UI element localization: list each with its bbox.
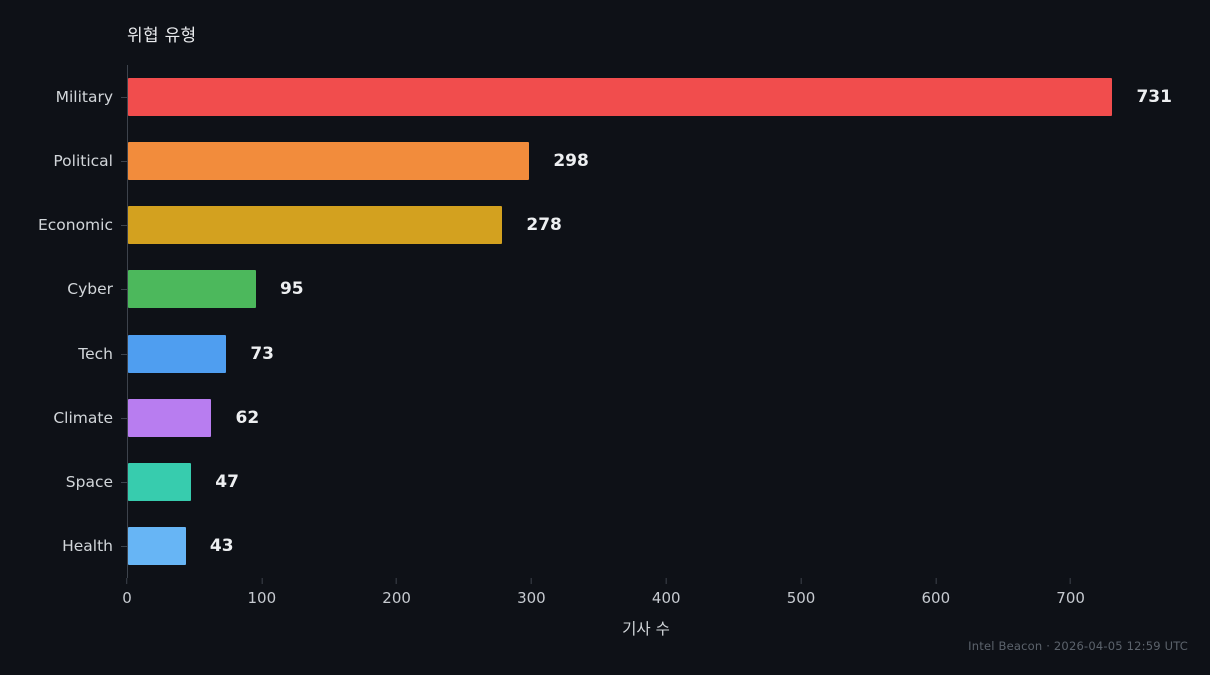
bar-row-climate: Climate 62 [53,386,1165,450]
category-label-health: Health [62,536,113,555]
category-label-political: Political [53,152,113,171]
bar-economic [128,206,503,245]
bar-row-economic: Economic 278 [38,193,1165,257]
y-tick-mark [121,353,127,355]
y-tick-mark [121,545,127,547]
bar-tech [128,334,227,373]
bar-row-space: Space 47 [66,450,1165,514]
value-label-space: 47 [215,471,239,492]
bar-row-health: Health 43 [62,514,1165,578]
x-tick-label: 200 [382,589,411,607]
bar-rows: Military 731 Political 298 Economic 278 Cyber 9… [38,65,1172,578]
category-label-climate: Climate [53,408,113,427]
x-tick-200: 200 [382,578,411,607]
value-label-health: 43 [209,535,234,556]
x-tick-400: 400 [652,578,681,607]
bar-military [128,78,1113,117]
value-label-military: 731 [1136,87,1172,108]
x-tick-mark [665,578,667,584]
x-tick-label: 100 [247,589,277,607]
bar-political [128,142,530,181]
y-tick-mark [121,289,127,291]
x-tick-500: 500 [786,578,816,607]
x-tick-label: 700 [1056,589,1085,607]
footer-attribution: Intel Beacon · 2026-04-05 12:59 UTC [968,639,1188,653]
x-tick-label: 400 [651,589,681,607]
category-label-tech: Tech [78,344,113,363]
y-tick-mark [121,481,127,483]
value-label-political: 298 [553,151,589,172]
x-tick-mark [126,578,128,584]
x-tick-mark [935,578,937,584]
bar-row-military: Military 731 [56,65,1172,129]
bar-climate [128,398,212,437]
x-tick-0: 0 [122,578,132,607]
x-tick-100: 100 [247,578,276,607]
bar-space [128,462,192,501]
x-tick-700: 700 [1056,578,1085,607]
y-tick-mark [121,225,127,227]
category-label-military: Military [55,88,113,107]
x-tick-label: 600 [921,589,951,607]
y-tick-mark [121,97,127,99]
chart-title: 위협 유형 [127,26,197,46]
x-tick-label: 500 [786,589,816,607]
value-label-cyber: 95 [279,279,304,300]
category-label-economic: Economic [37,216,113,235]
bar-row-tech: Tech 73 [78,322,1165,386]
x-tick-600: 600 [921,578,951,607]
x-tick-label: 0 [122,589,132,607]
category-label-cyber: Cyber [67,280,113,299]
x-tick-mark [800,578,802,584]
bar-row-political: Political 298 [53,129,1165,193]
value-label-tech: 73 [250,343,274,364]
x-axis: 0 100 200 300 400 500 600 700 [122,578,1165,614]
x-tick-mark [261,578,263,584]
category-label-space: Space [65,472,113,491]
bar-health [128,526,186,565]
x-tick-mark [530,578,532,584]
bar-cyber [128,270,256,309]
y-tick-mark [121,161,127,163]
x-axis-title: 기사 수 [622,620,670,638]
x-tick-mark [1070,578,1072,584]
x-tick-300: 300 [517,578,546,607]
value-label-climate: 62 [235,407,260,428]
plot-area: Military 731 Political 298 Economic 278 Cyber 9… [38,65,1172,578]
bar-row-cyber: Cyber 95 [67,257,1165,321]
y-tick-mark [121,417,127,419]
x-tick-label: 300 [517,589,546,607]
value-label-economic: 278 [526,215,562,236]
x-tick-mark [396,578,398,584]
